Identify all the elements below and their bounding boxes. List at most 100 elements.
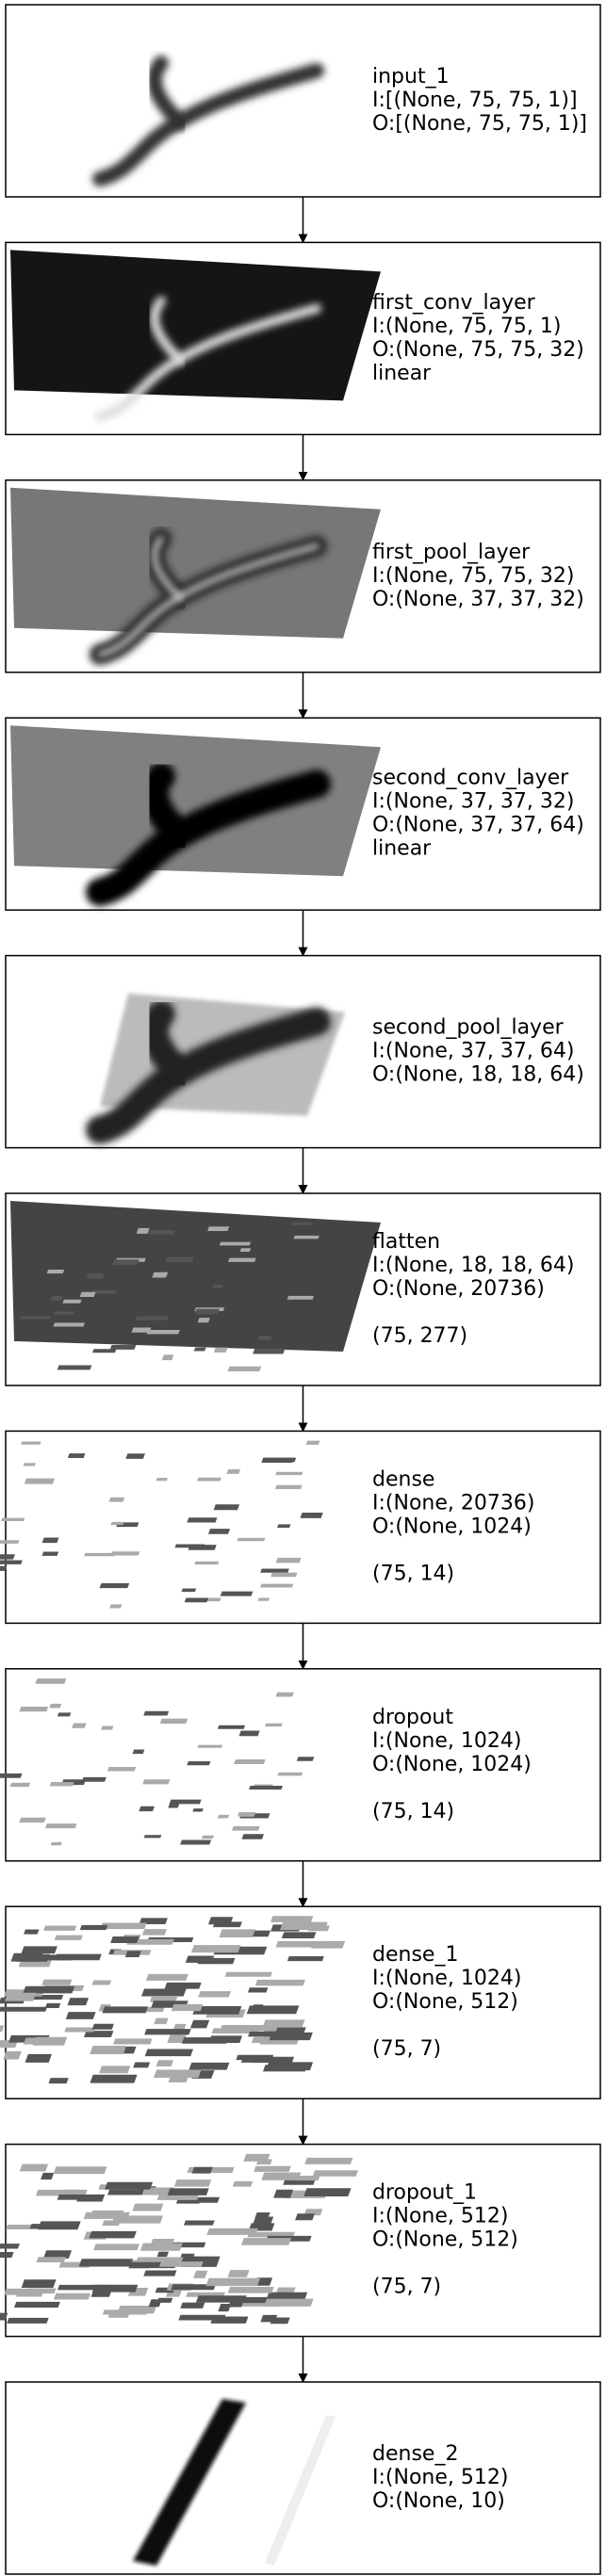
activation-cell [0, 1554, 15, 1560]
activation-cell [197, 1477, 221, 1482]
activation-cell [246, 2005, 300, 2015]
activation-cell [0, 2244, 20, 2249]
activation-cell [53, 2292, 91, 2300]
activation-cell [197, 1318, 210, 1323]
activation-cell [67, 1998, 89, 2006]
activation-cell [239, 1812, 256, 1817]
activation-cell [148, 1230, 175, 1235]
activation-cell [205, 2277, 261, 2287]
layer-input: I:(None, 75, 75, 1) [372, 315, 561, 338]
activation-cell [65, 2012, 96, 2019]
activation-cell [143, 1710, 170, 1716]
activation-cell [189, 2019, 210, 2029]
digit-stroke [149, 296, 185, 365]
activation-cell [254, 1979, 305, 1986]
activation-cell [153, 2069, 202, 2079]
activation-cell [303, 2188, 352, 2197]
activation-cell [198, 1991, 231, 1998]
layer-output: O:(None, 1024) [372, 1753, 532, 1776]
layer-input: I:(None, 18, 18, 64) [372, 1254, 574, 1277]
activation-cell [0, 2025, 5, 2033]
activation-cell [111, 1259, 139, 1265]
activation-cell [293, 1235, 319, 1239]
activation-cell [144, 2049, 194, 2057]
layer-name: dense_1 [372, 1943, 458, 1967]
activation-cell [173, 2179, 212, 2187]
activation-cell [109, 1604, 123, 1609]
activation-cell [1, 1517, 25, 1522]
activation-cell [174, 1544, 205, 1548]
layer-output: O:(None, 75, 75, 32) [372, 338, 584, 362]
layer-output: O:(None, 18, 18, 64) [372, 1063, 584, 1087]
activation-cell [41, 1979, 73, 1985]
feature-plane [10, 725, 381, 877]
activation-cell [5, 1992, 37, 2001]
activation-cell [156, 2251, 170, 2258]
layer-output: O:(None, 512) [372, 1990, 518, 2014]
activation-cell [240, 2025, 279, 2032]
activation-cell [23, 1463, 36, 1466]
activation-cell [227, 1257, 256, 1262]
layer-activation: linear [372, 837, 432, 861]
layer-name: flatten [372, 1230, 440, 1254]
activation-cell [156, 2194, 200, 2200]
activation-cell [275, 1471, 303, 1476]
activation-cell [156, 2060, 173, 2066]
activation-cell [227, 1366, 262, 1372]
layer-block: input_1I:[(None, 75, 75, 1)]O:[(None, 75… [5, 4, 601, 198]
activation-cell [125, 1453, 145, 1459]
layer-input: I:(None, 20736) [372, 1491, 534, 1515]
activation-cell [156, 1478, 169, 1482]
layer-output: O:(None, 37, 37, 32) [372, 588, 584, 611]
activation-cell [41, 1537, 59, 1544]
layer-input: I:(None, 1024) [372, 1967, 521, 1990]
activation-cell [212, 1285, 224, 1288]
activation-cell [131, 1327, 152, 1333]
activation-cell [237, 1537, 266, 1542]
activation-cell [257, 1336, 272, 1340]
activation-cell [43, 1925, 77, 1931]
activation-cell [201, 1835, 214, 1839]
layer-visualization [92, 56, 324, 186]
layer-name: second_conv_layer [372, 767, 569, 790]
layer-output: O:(None, 1024) [372, 1515, 532, 1538]
activation-cell [275, 1940, 329, 1948]
activation-cell [187, 1761, 211, 1766]
activation-cell [185, 1955, 215, 1963]
activation-cell [32, 2036, 68, 2046]
activation-cell [124, 1951, 141, 1958]
activation-cell [269, 2032, 313, 2041]
activation-cell [270, 1572, 298, 1578]
activation-cell [113, 2038, 153, 2045]
activation-cell [300, 1513, 323, 1518]
activation-cell [184, 1597, 209, 1603]
activation-cell [194, 1308, 220, 1315]
activation-cell [67, 1453, 86, 1459]
activation-cell [46, 1269, 65, 1274]
layer-visualization [0, 1440, 323, 1609]
activation-cell [53, 1322, 85, 1327]
activation-cell [253, 2216, 274, 2225]
activation-cell [50, 1841, 62, 1846]
activation-cell [220, 1591, 254, 1596]
layer-box [5, 1430, 601, 1625]
activation-cell [139, 1806, 155, 1812]
activation-cell [190, 1945, 241, 1953]
layer-visualization [0, 1678, 315, 1846]
activation-cell [154, 2017, 169, 2025]
activation-cell [249, 1786, 283, 1790]
activation-cell [275, 1557, 302, 1563]
activation-cell [110, 1521, 124, 1526]
activation-cell [21, 2279, 57, 2288]
activation-cell [102, 2006, 149, 2014]
layer-block: dense_2I:(None, 512)O:(None, 10) [5, 2381, 601, 2575]
activation-cell [262, 2065, 308, 2072]
activation-cell [36, 2257, 66, 2263]
activation-cell [207, 1226, 230, 1232]
activation-cell [90, 2210, 124, 2217]
activation-cell [141, 1988, 187, 1997]
activation-cell [197, 1744, 223, 1748]
activation-cell [254, 2211, 270, 2218]
layer-output: O:(None, 512) [372, 2228, 518, 2252]
